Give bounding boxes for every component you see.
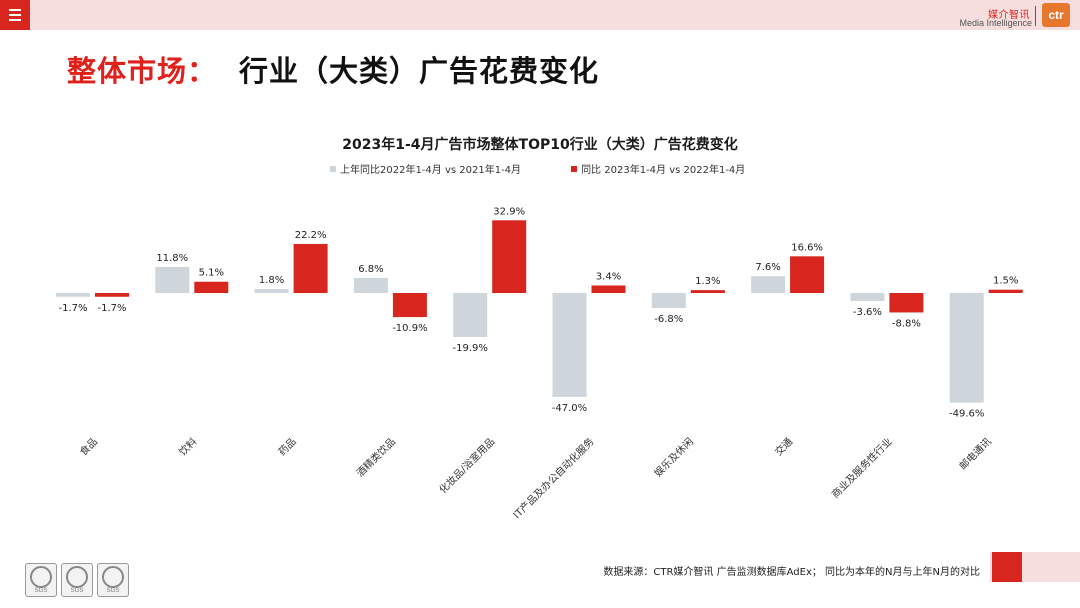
top-bar [0,0,1080,30]
data-label: 16.6% [791,242,823,253]
data-source-note: 数据来源：CTR媒介智讯 广告监测数据库AdEx； 同比为本年的N月与上年N月的… [603,567,980,578]
legend-label-prev-year: 上年同比2022年1-4月 vs 2021年1-4月 [340,165,522,176]
data-label: -49.6% [949,409,984,420]
data-label: -10.9% [392,323,427,334]
legend-item-prev-year: 上年同比2022年1-4月 vs 2021年1-4月 [330,161,521,176]
sgs-badge: SGS [97,563,129,597]
chart-legend: 上年同比2022年1-4月 vs 2021年1-4月 同比 2023年1-4月 … [330,161,745,176]
certification-badges: SGS SGS SGS [25,563,129,597]
data-label: 32.9% [493,206,525,217]
footer-accent [992,552,1022,582]
bar [790,256,825,293]
brand-divider [1035,6,1036,26]
legend-item-this-year: 同比 2023年1-4月 vs 2022年1-4月 [571,161,745,176]
category-label: 娱乐及休闲 [651,435,696,480]
menu-button[interactable] [0,0,30,30]
bar [392,293,427,318]
bar [492,220,527,293]
data-label: 6.8% [358,264,383,275]
data-label: 11.8% [156,253,188,264]
data-label: -8.8% [892,318,921,329]
sgs-badge: SGS [25,563,57,597]
bar [949,293,984,403]
menu-icon [9,9,21,11]
bar [850,293,885,301]
bar [690,290,725,293]
bar [751,276,786,293]
data-label: -47.0% [552,403,587,414]
data-label: -3.6% [853,307,882,318]
category-label: 交通 [772,435,795,458]
bar [353,277,388,293]
category-label: 饮料 [176,435,199,458]
category-label: 酒精类饮品 [353,435,398,480]
bar [651,293,686,309]
data-label: 1.3% [695,276,720,287]
category-label: 邮电通讯 [956,435,993,472]
bar [56,293,90,297]
chart-title: 2023年1-4月广告市场整体TOP10行业（大类）广告花费变化 [342,137,738,153]
legend-label-this-year: 同比 2023年1-4月 vs 2022年1-4月 [581,165,746,176]
category-label: IT产品及办公自动化服务 [510,435,596,521]
data-label: -1.7% [58,303,87,314]
data-label: -6.8% [654,314,683,325]
category-label: 食品 [77,435,100,458]
bar [155,266,190,293]
page-title: 整体市场： 行业（大类）广告花费变化 [67,48,599,90]
page-title-prefix: 整体市场： [67,54,218,88]
bar [293,243,328,293]
bar [552,293,587,397]
brand-name-cn: 媒介智讯 [988,10,1030,21]
bar [889,293,924,313]
data-label: 5.1% [199,268,224,279]
bar-chart: -1.7% -1.7% 食品 11.8% 5.1% 饮料 1.8% 22.2% 药品 6.8% -1… [56,206,1023,521]
bar [453,293,488,337]
data-label: -19.9% [453,343,488,354]
category-label: 商业及服务性行业 [829,435,895,501]
data-label: -1.7% [97,303,126,314]
legend-swatch-red [571,165,578,172]
data-label: 7.6% [755,262,780,273]
bar [591,285,626,293]
data-label: 22.2% [295,230,327,241]
legend-swatch-gray [330,165,336,172]
data-label: 1.5% [993,276,1018,287]
data-label: 1.8% [259,275,284,286]
data-label: 3.4% [596,271,621,282]
bar [988,289,1023,293]
bar [194,281,229,293]
page-title-main: 行业（大类）广告花费变化 [239,54,600,88]
brand-name-en: Media Intelligence [959,18,1032,28]
bar [254,289,289,293]
ctr-logo: ctr [1042,3,1070,27]
category-label: 化妆品/浴室用品 [436,435,497,496]
bar [95,293,129,297]
sgs-badge: SGS [61,563,93,597]
category-label: 药品 [276,436,299,459]
